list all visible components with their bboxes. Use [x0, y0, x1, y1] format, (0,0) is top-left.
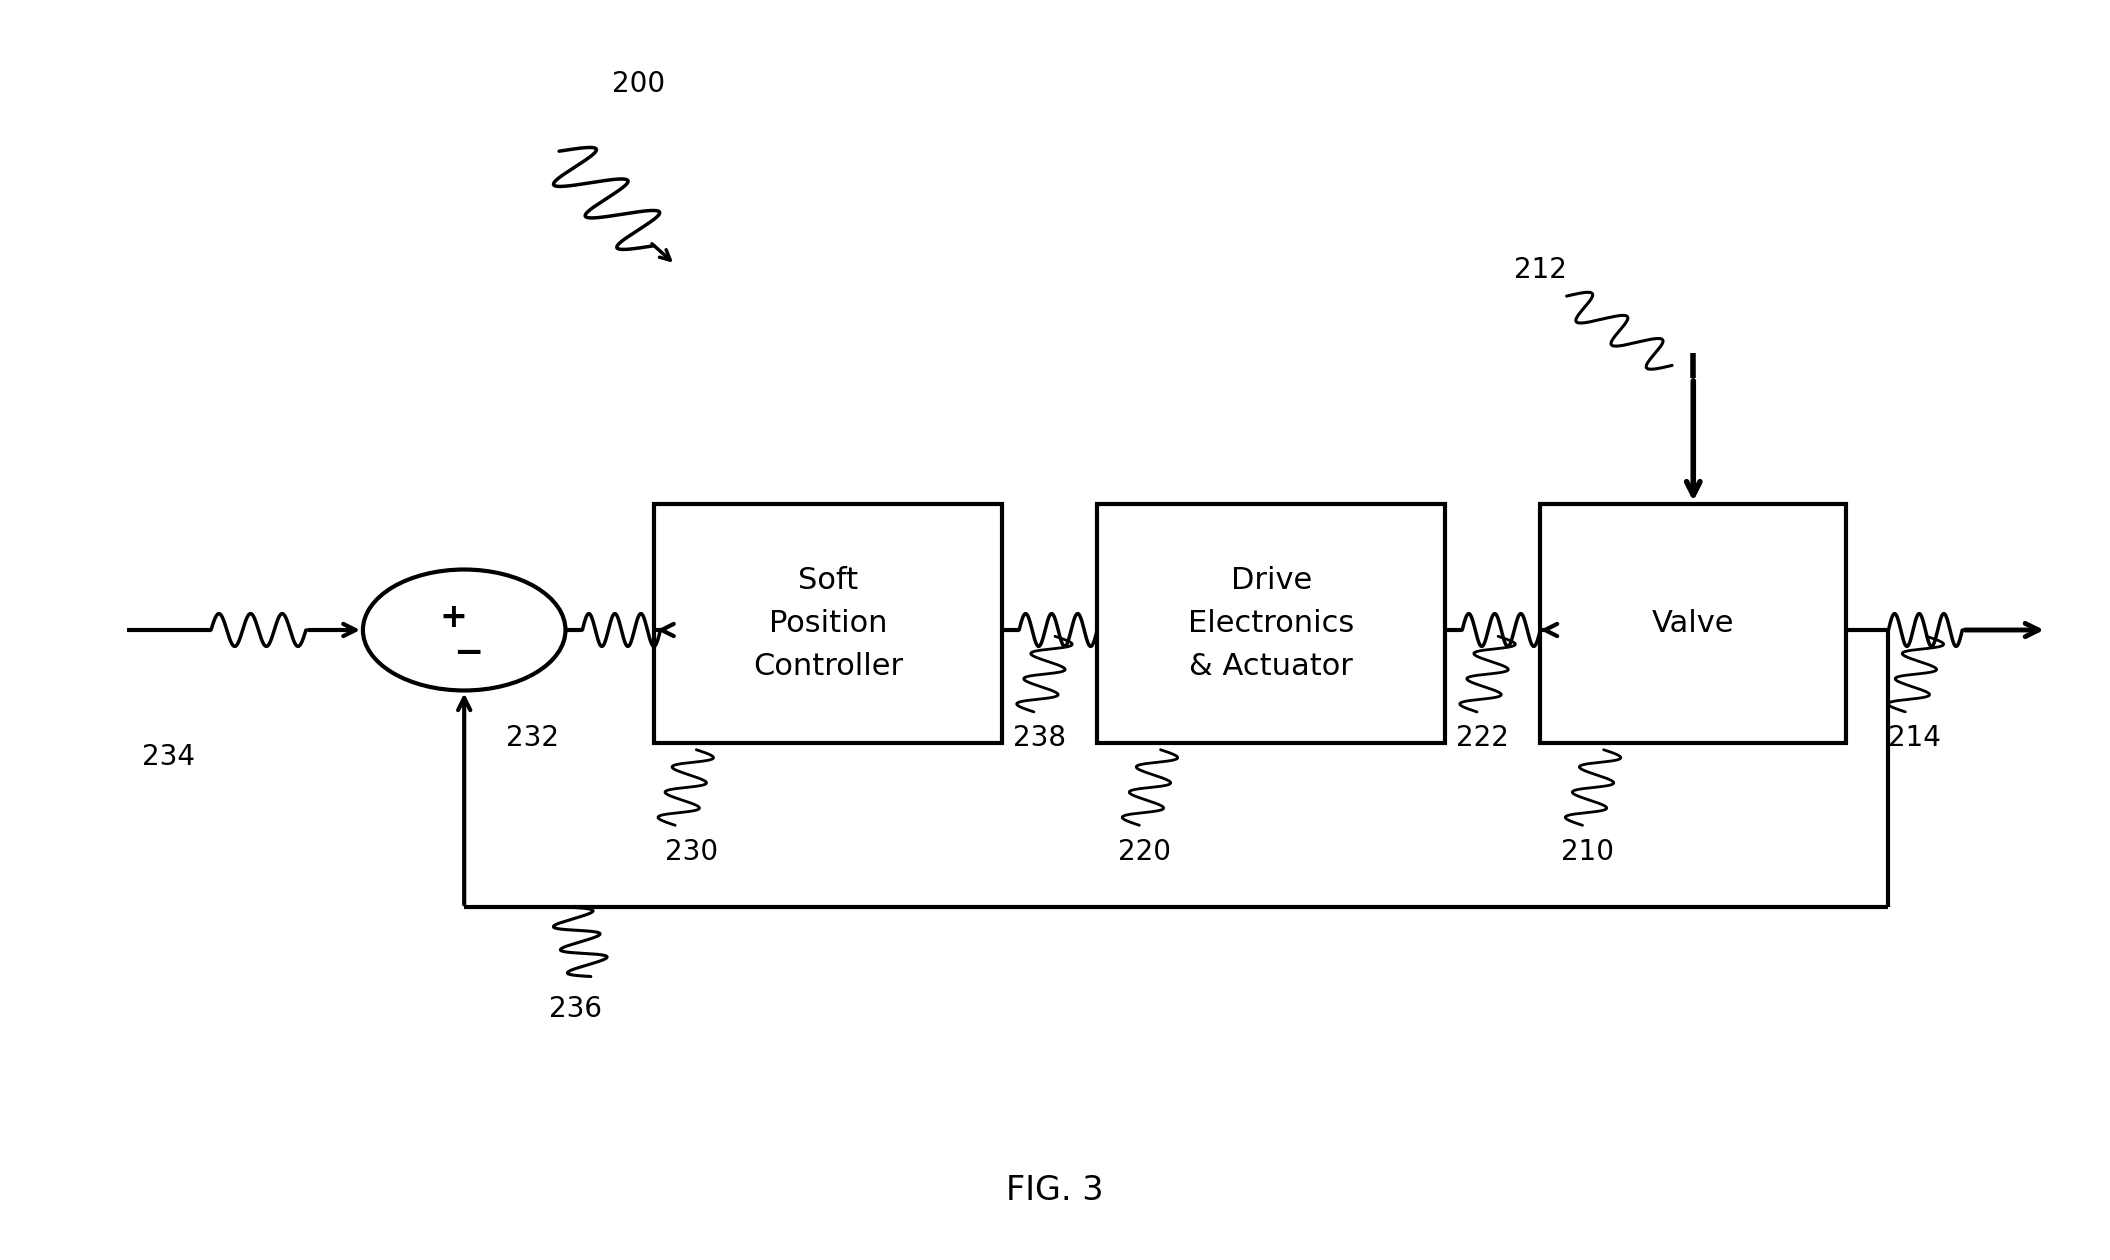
Text: 220: 220 [1118, 838, 1171, 866]
Bar [654, 504, 1002, 743]
Text: 236: 236 [549, 995, 601, 1023]
Text: +: + [439, 601, 468, 634]
Text: Valve: Valve [1652, 609, 1734, 639]
Text: −: − [454, 636, 483, 669]
Text: 238: 238 [1013, 724, 1066, 752]
Text: 230: 230 [665, 838, 717, 866]
Text: 234: 234 [141, 743, 196, 771]
Text: Soft
Position
Controller: Soft Position Controller [753, 567, 903, 680]
Circle shape [363, 570, 565, 690]
Text: 222: 222 [1456, 724, 1509, 752]
Bar [1097, 504, 1445, 743]
Text: FIG. 3: FIG. 3 [1006, 1174, 1104, 1207]
Text: 200: 200 [612, 71, 665, 98]
Bar [1540, 504, 1846, 743]
Text: 214: 214 [1888, 724, 1941, 752]
Text: 212: 212 [1515, 256, 1568, 284]
Text: 210: 210 [1561, 838, 1614, 866]
Text: Drive
Electronics
& Actuator: Drive Electronics & Actuator [1188, 567, 1355, 680]
Text: 232: 232 [506, 724, 559, 752]
